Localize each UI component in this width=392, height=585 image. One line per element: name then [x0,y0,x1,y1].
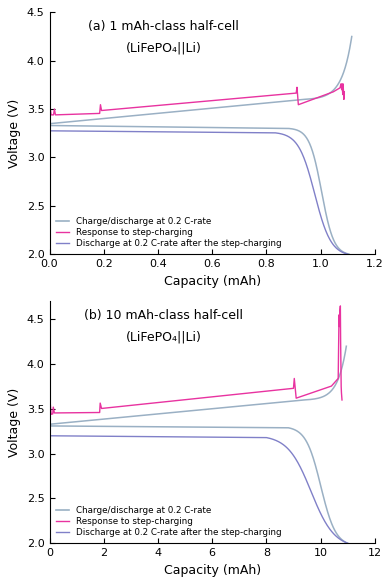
Text: (LiFePO₄||Li): (LiFePO₄||Li) [125,42,201,54]
Y-axis label: Voltage (V): Voltage (V) [8,388,21,457]
Legend: Charge/discharge at 0.2 C-rate, Response to step-charging, Discharge at 0.2 C-ra: Charge/discharge at 0.2 C-rate, Response… [54,504,283,539]
Text: (LiFePO₄||Li): (LiFePO₄||Li) [125,331,201,343]
Y-axis label: Voltage (V): Voltage (V) [8,99,21,168]
X-axis label: Capacity (mAh): Capacity (mAh) [163,564,261,577]
Text: (b) 10 mAh-class half-cell: (b) 10 mAh-class half-cell [84,309,243,322]
Text: (a) 1 mAh-class half-cell: (a) 1 mAh-class half-cell [88,19,239,33]
X-axis label: Capacity (mAh): Capacity (mAh) [163,274,261,288]
Legend: Charge/discharge at 0.2 C-rate, Response to step-charging, Discharge at 0.2 C-ra: Charge/discharge at 0.2 C-rate, Response… [54,215,283,250]
